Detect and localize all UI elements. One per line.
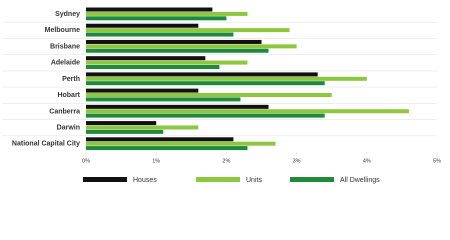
legend-swatch xyxy=(83,177,127,182)
category-label: Melbourne xyxy=(45,27,80,34)
bar xyxy=(86,137,234,142)
x-tick-label: 5% xyxy=(433,158,441,164)
category-label: Brisbane xyxy=(50,43,80,50)
category-label: Adelaide xyxy=(51,60,80,67)
legend-label: Units xyxy=(246,177,262,184)
bar xyxy=(86,81,325,86)
bar xyxy=(86,44,297,49)
category-label: Perth xyxy=(62,76,80,83)
category-label: National Capital City xyxy=(12,141,80,148)
bar xyxy=(86,97,241,102)
category-label: Hobart xyxy=(57,92,80,99)
bar xyxy=(86,113,325,118)
legend-label: Houses xyxy=(133,177,157,184)
x-tick-label: 2% xyxy=(222,158,230,164)
bar xyxy=(86,56,206,61)
bar xyxy=(86,146,248,151)
x-tick-label: 4% xyxy=(363,158,371,164)
legend-label: All Dwellings xyxy=(340,177,380,184)
category-label: Canberra xyxy=(49,108,80,115)
legend-swatch xyxy=(196,177,240,182)
chart: 0% 1% 2% 3% 4% 5% Sydney Melbourne Brisbane Adela… xyxy=(2,7,441,184)
bar xyxy=(86,76,367,81)
x-tick-label: 0% xyxy=(82,158,90,164)
bar xyxy=(86,129,164,134)
bar xyxy=(86,16,227,21)
bar xyxy=(86,125,199,130)
bar xyxy=(86,109,409,114)
bar xyxy=(86,141,276,146)
bar xyxy=(86,7,213,12)
legend-swatch xyxy=(290,177,334,182)
bar xyxy=(86,23,199,28)
bar xyxy=(86,121,157,126)
bar xyxy=(86,104,269,109)
category-label: Sydney xyxy=(55,11,80,18)
bar xyxy=(86,48,269,53)
bar xyxy=(86,64,220,69)
bar xyxy=(86,60,248,65)
category-label: Darwin xyxy=(57,125,80,132)
bar xyxy=(86,39,262,44)
bar xyxy=(86,93,332,98)
x-tick-label: 1% xyxy=(152,158,160,164)
bar xyxy=(86,32,234,37)
bar xyxy=(86,11,248,16)
bar xyxy=(86,28,290,33)
bar xyxy=(86,88,199,93)
x-tick-label: 3% xyxy=(293,158,301,164)
bar xyxy=(86,72,318,77)
